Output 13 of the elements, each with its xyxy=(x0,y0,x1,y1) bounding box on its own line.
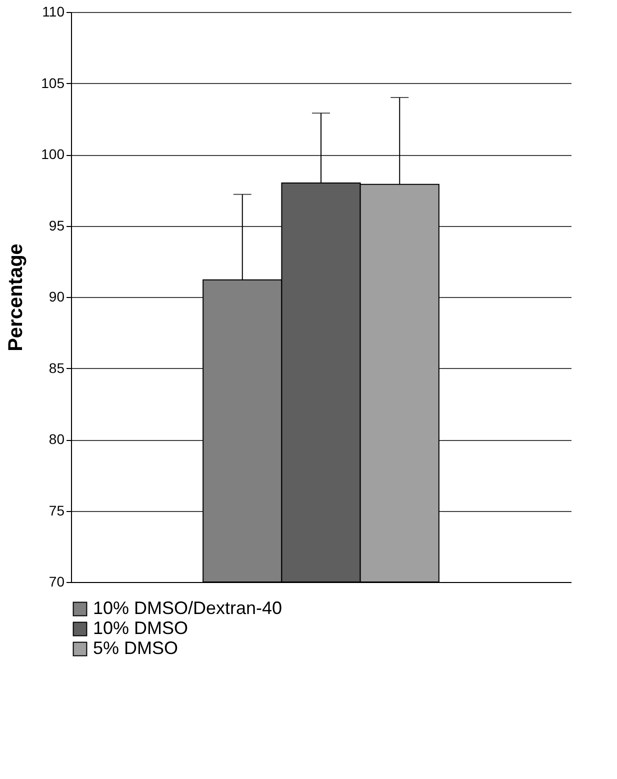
y-tick-label: 110 xyxy=(42,4,65,20)
y-tick-label: 80 xyxy=(48,431,65,447)
y-tick-label: 75 xyxy=(48,502,65,518)
y-tick-label: 95 xyxy=(48,217,65,234)
legend-label: 10% DMSO/Dextran-40 xyxy=(93,598,282,618)
legend-label: 5% DMSO xyxy=(93,638,178,658)
y-tick-label: 105 xyxy=(41,74,65,91)
y-axis-title: Percentage xyxy=(5,244,28,352)
y-tick-label: 70 xyxy=(48,574,65,590)
y-tick-label: 85 xyxy=(48,360,65,376)
legend-label: 10% DMSO xyxy=(93,618,188,638)
y-tick-label: 100 xyxy=(41,146,65,162)
y-tick-label: 90 xyxy=(48,288,65,304)
